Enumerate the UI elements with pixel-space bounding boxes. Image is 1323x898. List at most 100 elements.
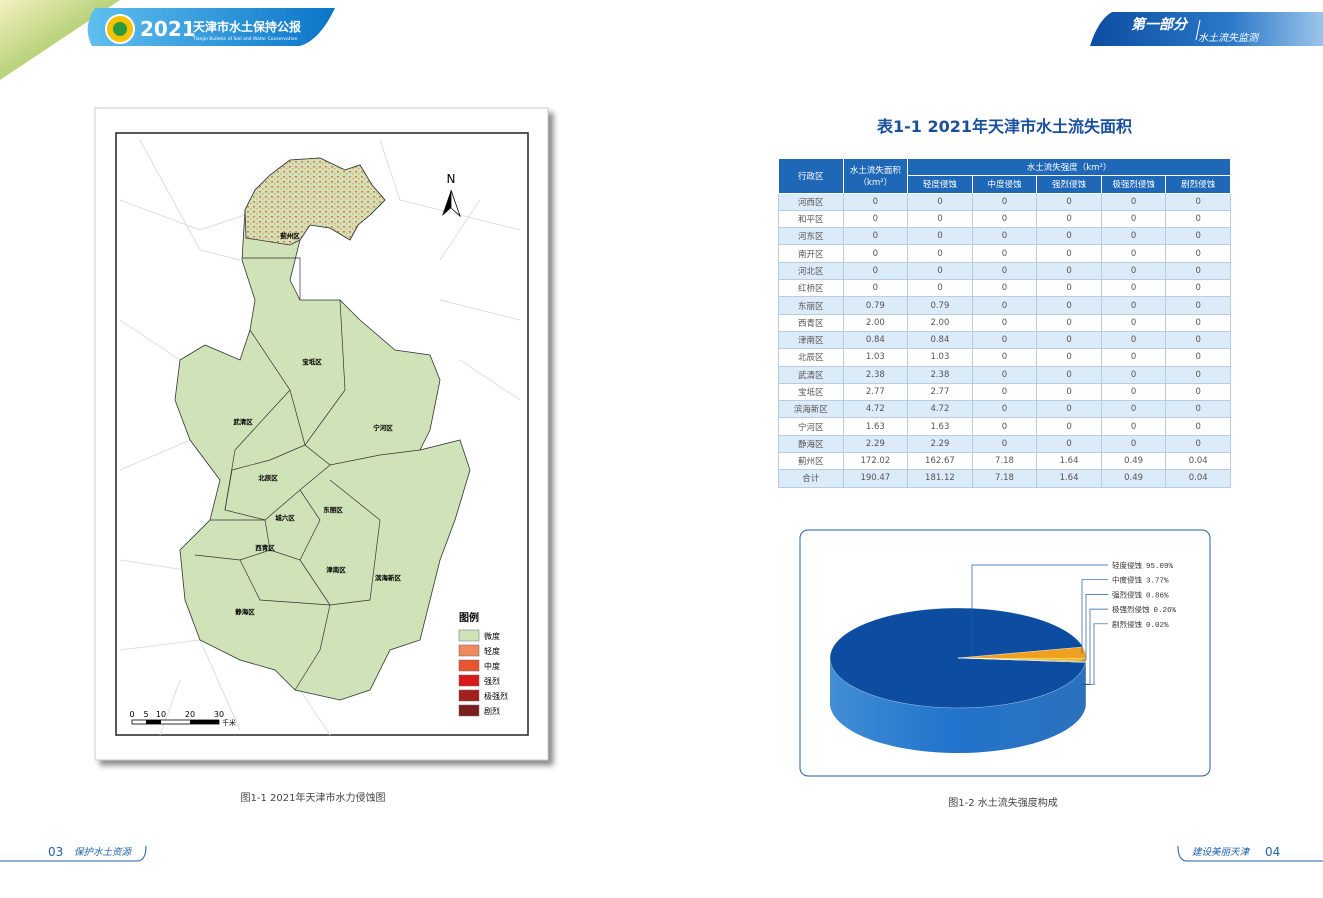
table-cell: 0 (1165, 348, 1231, 367)
erosion-table: 行政区 水土流失面积（km²） 水土流失强度（km²） 轻度侵蚀 中度侵蚀 强烈侵蚀 极强烈… (778, 157, 1231, 488)
table-row: 红桥区 0 0 0 0 0 0 (778, 279, 1231, 298)
table-cell: 0 (1165, 279, 1231, 298)
district-label: 蓟州区 (279, 231, 300, 240)
table-cell: 1.03 (907, 348, 973, 367)
table-cell: 0 (1036, 348, 1102, 367)
pie-label: 强烈侵蚀 0.86% (1112, 589, 1169, 600)
header-subtitle: Tianjin Bulletin of Soil and Water Conse… (192, 36, 298, 42)
table-row: 河东区 0 0 0 0 0 0 (778, 227, 1231, 246)
table-cell: 172.02 (842, 452, 909, 471)
table-cell: 0 (1100, 313, 1167, 332)
leader-line (1081, 623, 1108, 686)
pie-chart: 轻度侵蚀 95.09% 中度侵蚀 3.77% 强烈侵蚀 0.86% 极强烈侵蚀 0.26% 剧烈… (829, 560, 1177, 754)
table-cell: 0 (1165, 261, 1231, 281)
table-cell: 0 (1100, 365, 1167, 384)
north-label: N (447, 172, 456, 186)
table-cell: 7.18 (971, 469, 1038, 488)
table-row: 西青区 2.00 2.00 0 0 0 0 (778, 313, 1231, 332)
table-cell: 红桥区 (778, 279, 844, 298)
table-cell: 0 (1036, 382, 1102, 402)
table-cell: 宁河区 (778, 417, 844, 436)
table-cell: 0 (1100, 417, 1167, 436)
table-cell: 0 (971, 382, 1038, 402)
pie-slice (957, 657, 1086, 663)
table-cell: 0.49 (1100, 469, 1167, 488)
section-name: 水土流失监测 (1198, 32, 1260, 44)
table-cell: 0 (1100, 279, 1167, 298)
table-cell: 181.12 (907, 469, 973, 488)
legend-swatch (458, 689, 480, 702)
table-cell: 0 (842, 192, 909, 211)
pie-label-name: 强烈侵蚀 (1112, 589, 1142, 600)
table-cell: 0 (842, 244, 909, 263)
legend-title: 图例 (459, 611, 479, 624)
table-row: 蓟州区 172.02 162.67 7.18 1.64 0.49 0.04 (778, 452, 1231, 471)
erosion-hotspot (244, 157, 386, 246)
table-row: 和平区 0 0 0 0 0 0 (778, 209, 1231, 229)
table-cell: 滨海新区 (778, 400, 844, 419)
footer-page: 03 (48, 845, 63, 859)
table-cell: 0 (842, 261, 909, 281)
legend-label: 轻度 (484, 646, 500, 656)
table-cell: 0.79 (907, 296, 973, 315)
table-cell: 0 (1036, 313, 1102, 332)
table-cell: 190.47 (842, 469, 909, 488)
table-cell: 2.29 (907, 434, 973, 454)
table-cell: 0.79 (842, 296, 909, 315)
table-cell: 0 (1165, 330, 1231, 350)
district-label: 宁河区 (373, 423, 393, 432)
logo-inner (113, 22, 127, 36)
table-cell: 0 (1100, 261, 1167, 281)
table-cell: 0 (1100, 227, 1167, 246)
table-cell: 4.72 (907, 400, 973, 419)
header-cell: 剧烈侵蚀 (1165, 175, 1231, 194)
scale-label: 10 (156, 710, 166, 719)
district-label: 津南区 (326, 565, 346, 574)
table-cell: 0 (1100, 434, 1167, 454)
table-row: 河北区 0 0 0 0 0 0 (778, 261, 1231, 281)
table-cell: 0 (1100, 244, 1167, 263)
leader-line (971, 564, 1108, 656)
map-caption: 图1-1 2021年天津市水力侵蚀图 (240, 793, 386, 804)
header-row: 轻度侵蚀 中度侵蚀 强烈侵蚀 极强烈侵蚀 剧烈侵蚀 (779, 175, 1231, 194)
district-label: 静海区 (235, 607, 255, 616)
pie-label: 剧烈侵蚀 0.02% (1112, 619, 1169, 630)
table-cell: 0 (1100, 348, 1167, 367)
table-row: 河西区 0 0 0 0 0 0 (778, 192, 1231, 211)
table-cell: 0 (1036, 279, 1102, 298)
table-cell: 0 (1165, 400, 1231, 419)
table-row: 宁河区 1.63 1.63 0 0 0 0 (778, 417, 1231, 436)
table-cell: 1.64 (1036, 469, 1102, 488)
table-cell: 0 (971, 192, 1038, 211)
table-cell: 0 (1036, 400, 1102, 419)
legend-label: 中度 (484, 661, 500, 671)
table-cell: 合计 (778, 469, 844, 488)
table-row: 合计 190.47 181.12 7.18 1.64 0.49 0.04 (778, 469, 1231, 488)
header-cell: 轻度侵蚀 (907, 175, 973, 194)
table-cell: 0.04 (1165, 452, 1231, 471)
table-cell: 0 (1165, 382, 1231, 402)
table-cell: 0 (1100, 330, 1167, 350)
table-cell: 静海区 (778, 434, 844, 454)
table-cell: 0 (971, 244, 1038, 263)
table-cell: 0 (1036, 417, 1102, 436)
pie-label-value: 95.09% (1146, 563, 1174, 571)
district-label: 城六区 (275, 513, 295, 522)
header-cell: 极强烈侵蚀 (1100, 175, 1167, 194)
pie-label-name: 轻度侵蚀 (1112, 560, 1142, 571)
pie-label: 极强烈侵蚀 0.26% (1112, 604, 1177, 615)
table-cell: 0 (842, 279, 909, 298)
header-cell: 水土流失强度（km²） (907, 157, 1231, 177)
pie-label-value: 3.77% (1146, 578, 1169, 586)
scale-bar-fill (190, 720, 219, 724)
table-cell: 2.38 (842, 365, 909, 384)
pie-slice (829, 607, 1086, 709)
table-cell: 河东区 (778, 227, 844, 246)
table-row: 南开区 0 0 0 0 0 0 (778, 244, 1231, 263)
table-cell: 0 (907, 261, 973, 281)
legend-label: 剧烈 (484, 707, 500, 716)
table-cell: 0.49 (1100, 452, 1167, 471)
